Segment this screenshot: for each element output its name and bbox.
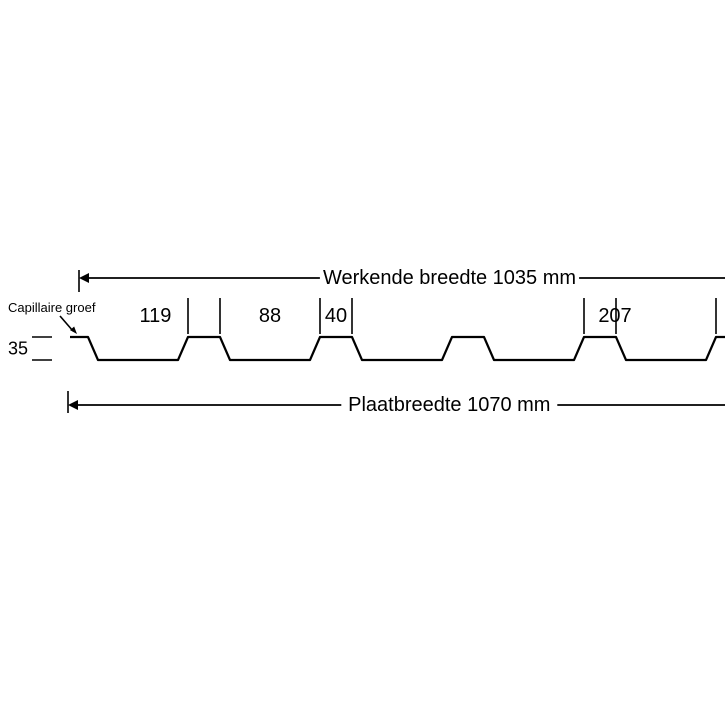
profile-path — [70, 337, 725, 360]
arrowhead — [79, 273, 89, 283]
dim-label: 207 — [598, 305, 631, 327]
capillary-leader — [60, 316, 73, 331]
height-label: 35 — [8, 339, 28, 359]
dim-label: 119 — [140, 305, 172, 327]
capillary-label: Capillaire groef — [8, 300, 96, 315]
dim-label: 40 — [325, 305, 347, 327]
plate-width-label: Plaatbreedte 1070 mm — [348, 394, 550, 416]
dim-label: 88 — [259, 305, 281, 327]
arrowhead — [68, 400, 78, 410]
working-width-label: Werkende breedte 1035 mm — [323, 267, 576, 289]
